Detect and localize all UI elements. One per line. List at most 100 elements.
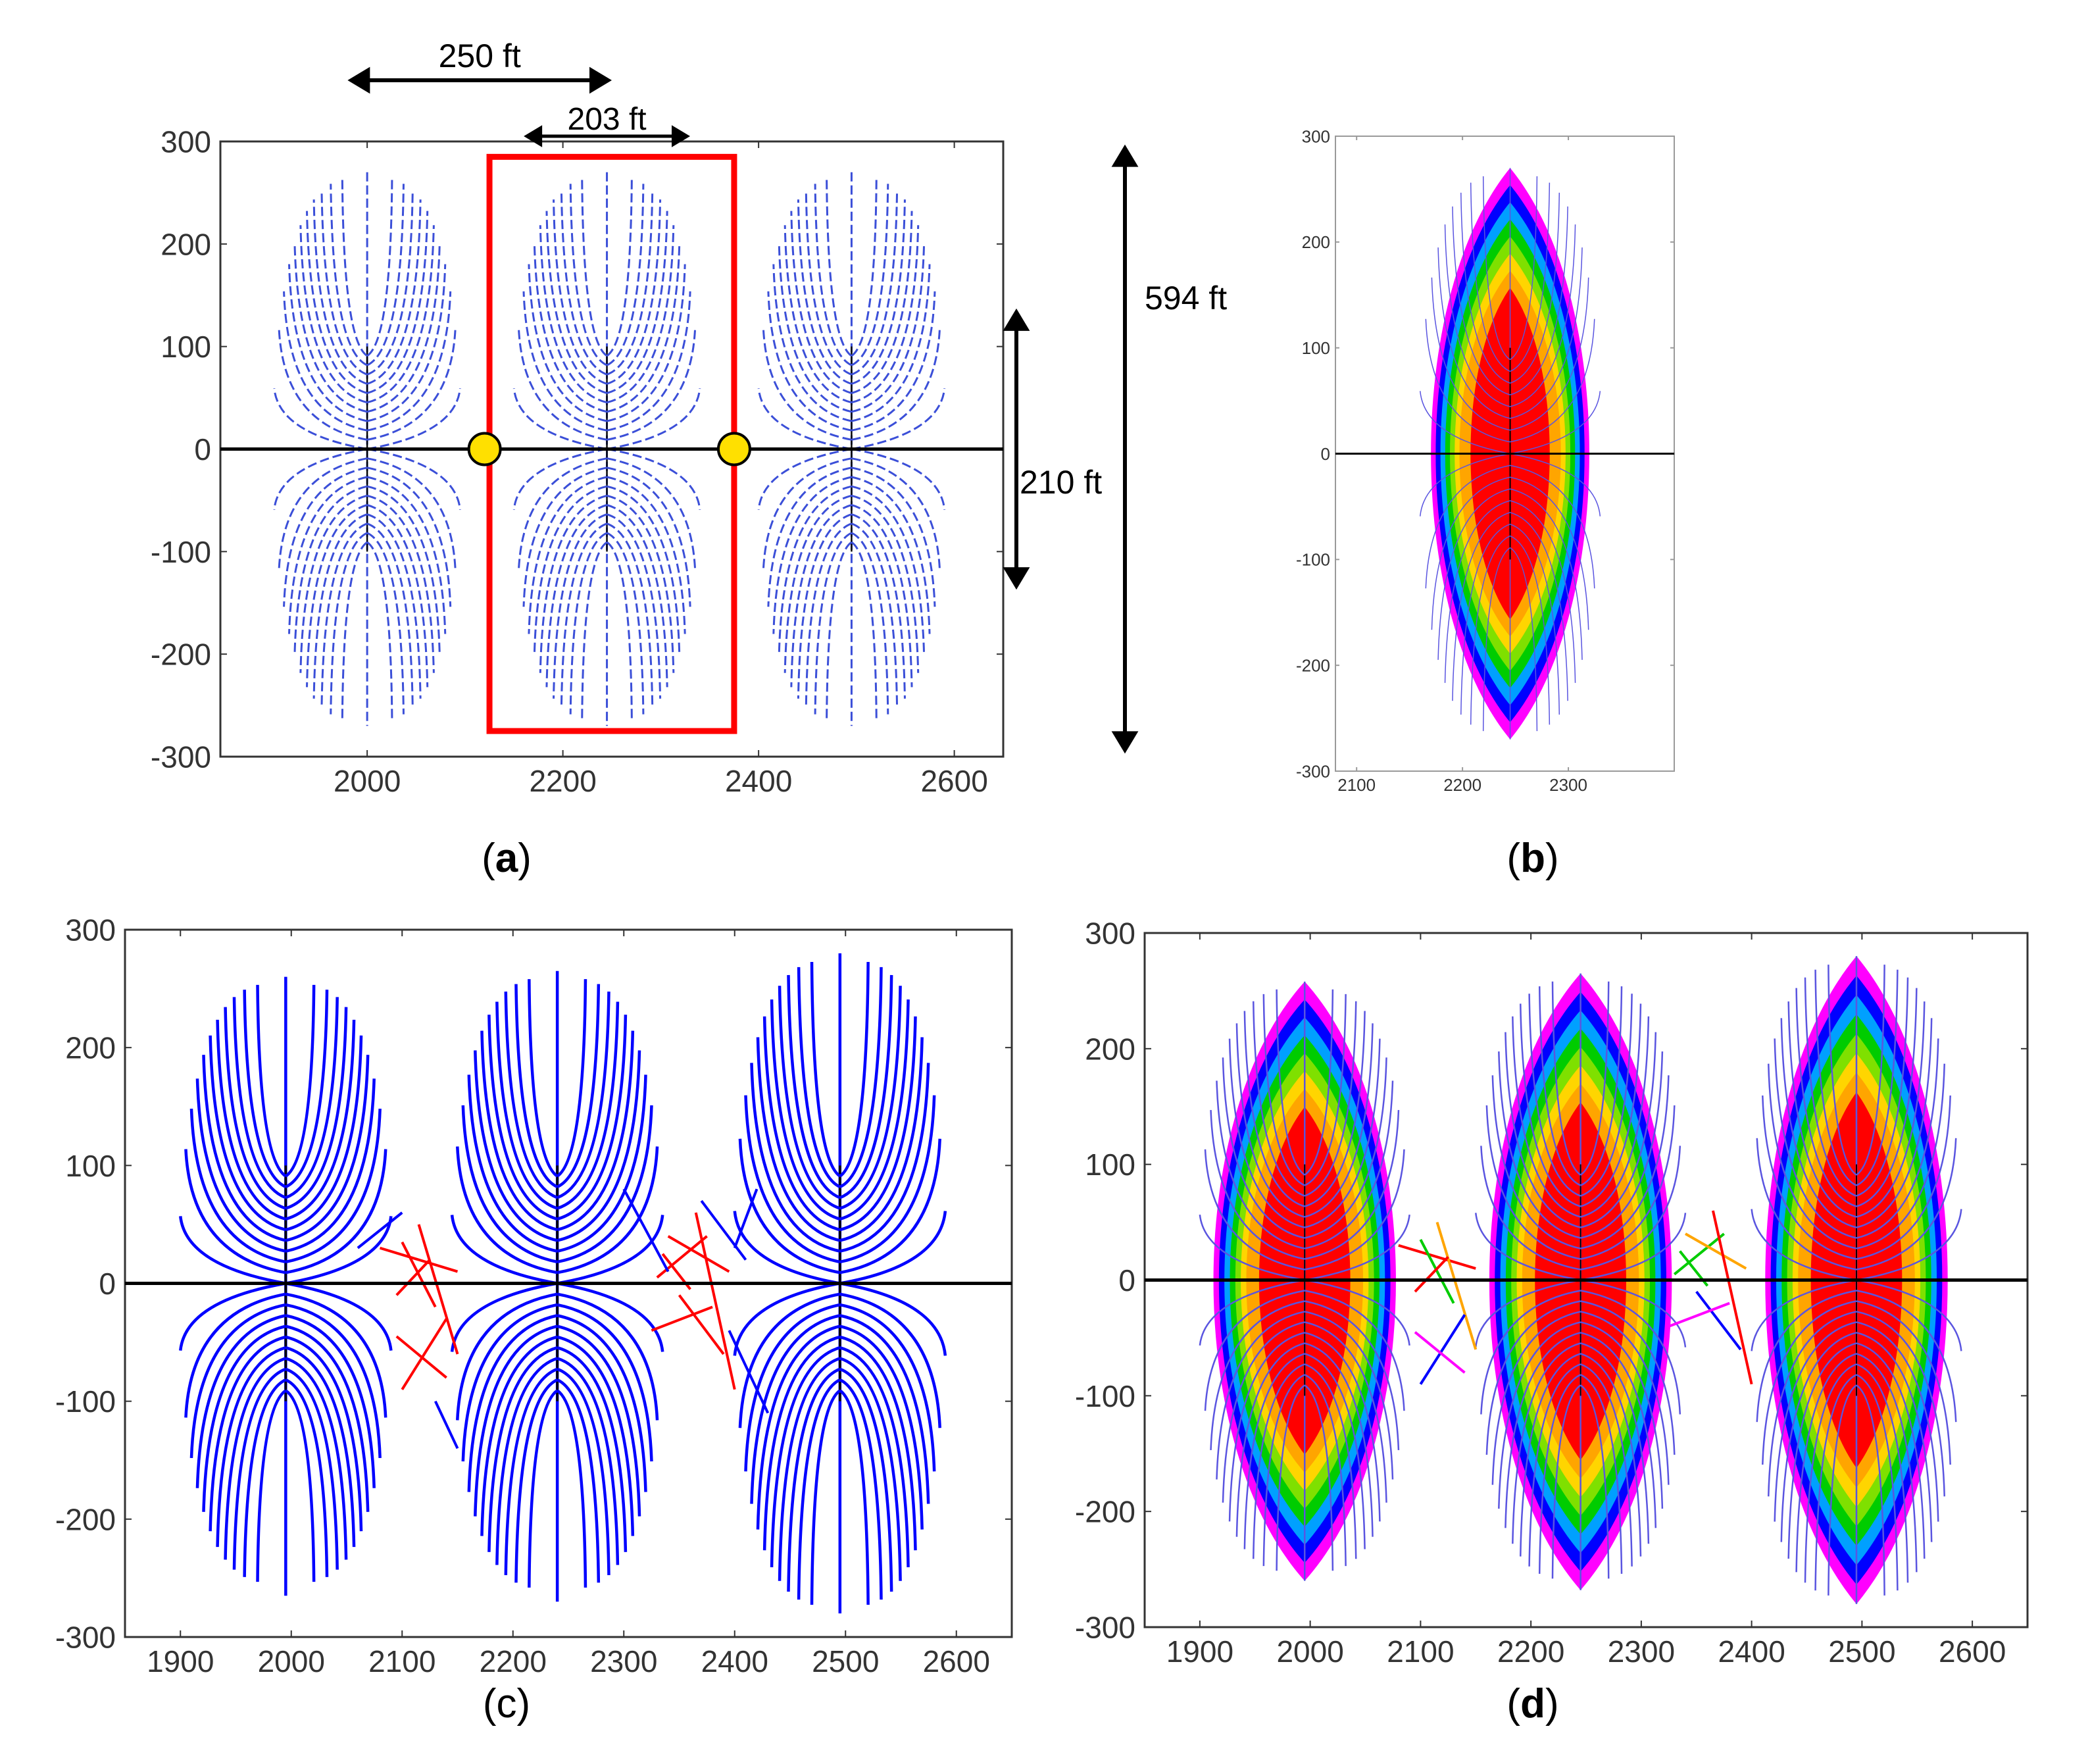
- y-tick-label: -300: [1296, 761, 1330, 781]
- streamline: [1485, 1300, 1581, 1455]
- streamline: [285, 1378, 329, 1577]
- streamline: [1795, 1353, 1857, 1573]
- streamline: [557, 1357, 620, 1565]
- streamline: [757, 448, 852, 510]
- x-tick-label: 2200: [529, 764, 596, 798]
- streamline: [514, 984, 559, 1188]
- streamline: [553, 513, 608, 699]
- streamline: [533, 485, 607, 656]
- streamline: [1510, 192, 1560, 384]
- paren: ): [518, 836, 532, 881]
- plot-area-a: [273, 172, 946, 726]
- streamline: [1305, 1149, 1405, 1271]
- streamline: [762, 328, 852, 441]
- streamline: [224, 1007, 286, 1210]
- streamline: [851, 190, 899, 376]
- streamline: [1510, 182, 1551, 372]
- streamline: [528, 476, 607, 634]
- streamline: [851, 476, 931, 634]
- streamline: [1491, 1075, 1581, 1249]
- fracture-segment: [1673, 1232, 1725, 1276]
- x-tick-label: 2300: [590, 1644, 657, 1678]
- streamline: [1305, 1290, 1405, 1411]
- streamline: [1856, 1095, 1951, 1260]
- streamline: [1460, 192, 1510, 384]
- streamline: [839, 986, 902, 1210]
- streamline: [366, 264, 447, 422]
- streamline: [1510, 453, 1601, 517]
- streamline: [533, 242, 607, 413]
- streamline: [1498, 1051, 1581, 1239]
- streamline: [556, 1389, 587, 1588]
- y-tick-label: -100: [55, 1384, 116, 1419]
- streamline: [312, 513, 368, 699]
- streamline: [224, 1357, 286, 1560]
- x-tick-label: 2600: [923, 1644, 990, 1678]
- panel-letter: a: [495, 836, 518, 881]
- y-tick-label: 0: [1321, 444, 1330, 464]
- streamline: [366, 476, 447, 634]
- streamline: [1856, 988, 1918, 1207]
- streamline: [1787, 1001, 1857, 1218]
- streamline: [839, 1095, 936, 1264]
- streamline: [341, 179, 368, 357]
- streamline: [1580, 1311, 1670, 1485]
- streamline: [790, 504, 852, 688]
- streamline: [839, 961, 870, 1178]
- streamline: [366, 179, 393, 357]
- streamline: [1510, 524, 1560, 715]
- streamline: [288, 264, 368, 422]
- streamline: [810, 1389, 841, 1605]
- streamline: [607, 476, 686, 634]
- streamline: [1580, 1051, 1664, 1239]
- streamline: [285, 1282, 393, 1351]
- streamline: [1580, 1105, 1676, 1260]
- arrow-head: [1003, 308, 1030, 331]
- streamline: [285, 1346, 356, 1548]
- streamline: [285, 1019, 356, 1221]
- paren: (: [483, 1681, 497, 1726]
- streamline: [1304, 1080, 1394, 1249]
- streamline: [1304, 1353, 1366, 1550]
- streamline: [778, 986, 841, 1210]
- streamline: [1262, 1374, 1305, 1567]
- streamline: [606, 184, 645, 366]
- streamline: [744, 1303, 841, 1472]
- plot-area-c: [179, 953, 947, 1614]
- streamline: [366, 522, 414, 708]
- streamline: [285, 1292, 387, 1418]
- streamline: [1856, 1001, 1926, 1218]
- paren: ): [1545, 836, 1559, 881]
- streamline: [288, 476, 368, 634]
- streamline: [1431, 476, 1510, 630]
- streamline: [1475, 1279, 1581, 1348]
- streamline: [1774, 1038, 1857, 1239]
- streamline: [522, 291, 607, 432]
- streamline: [1304, 1374, 1347, 1567]
- streamline: [557, 984, 601, 1188]
- streamline: [839, 1211, 947, 1285]
- streamline: [278, 457, 368, 570]
- y-tick-label: -100: [1296, 550, 1330, 570]
- streamline: [539, 225, 607, 404]
- streamline: [1520, 1003, 1581, 1207]
- streamline: [474, 1324, 558, 1517]
- streamline: [1305, 1109, 1400, 1260]
- streamline: [1856, 1279, 1962, 1351]
- streamline: [474, 1050, 558, 1242]
- paren: ): [1545, 1681, 1559, 1726]
- streamline: [283, 466, 368, 607]
- streamline: [557, 991, 610, 1199]
- y-tick-label: -100: [1075, 1379, 1135, 1413]
- streamline: [851, 541, 878, 719]
- streamline: [1756, 1290, 1857, 1423]
- streamline: [285, 1078, 376, 1253]
- streamline: [1774, 1321, 1857, 1522]
- streamline: [839, 1138, 941, 1274]
- streamline: [209, 1335, 286, 1532]
- streamline: [767, 291, 852, 432]
- y-tick-label: 300: [161, 125, 211, 159]
- streamline: [557, 1292, 659, 1421]
- streamline: [839, 1378, 883, 1600]
